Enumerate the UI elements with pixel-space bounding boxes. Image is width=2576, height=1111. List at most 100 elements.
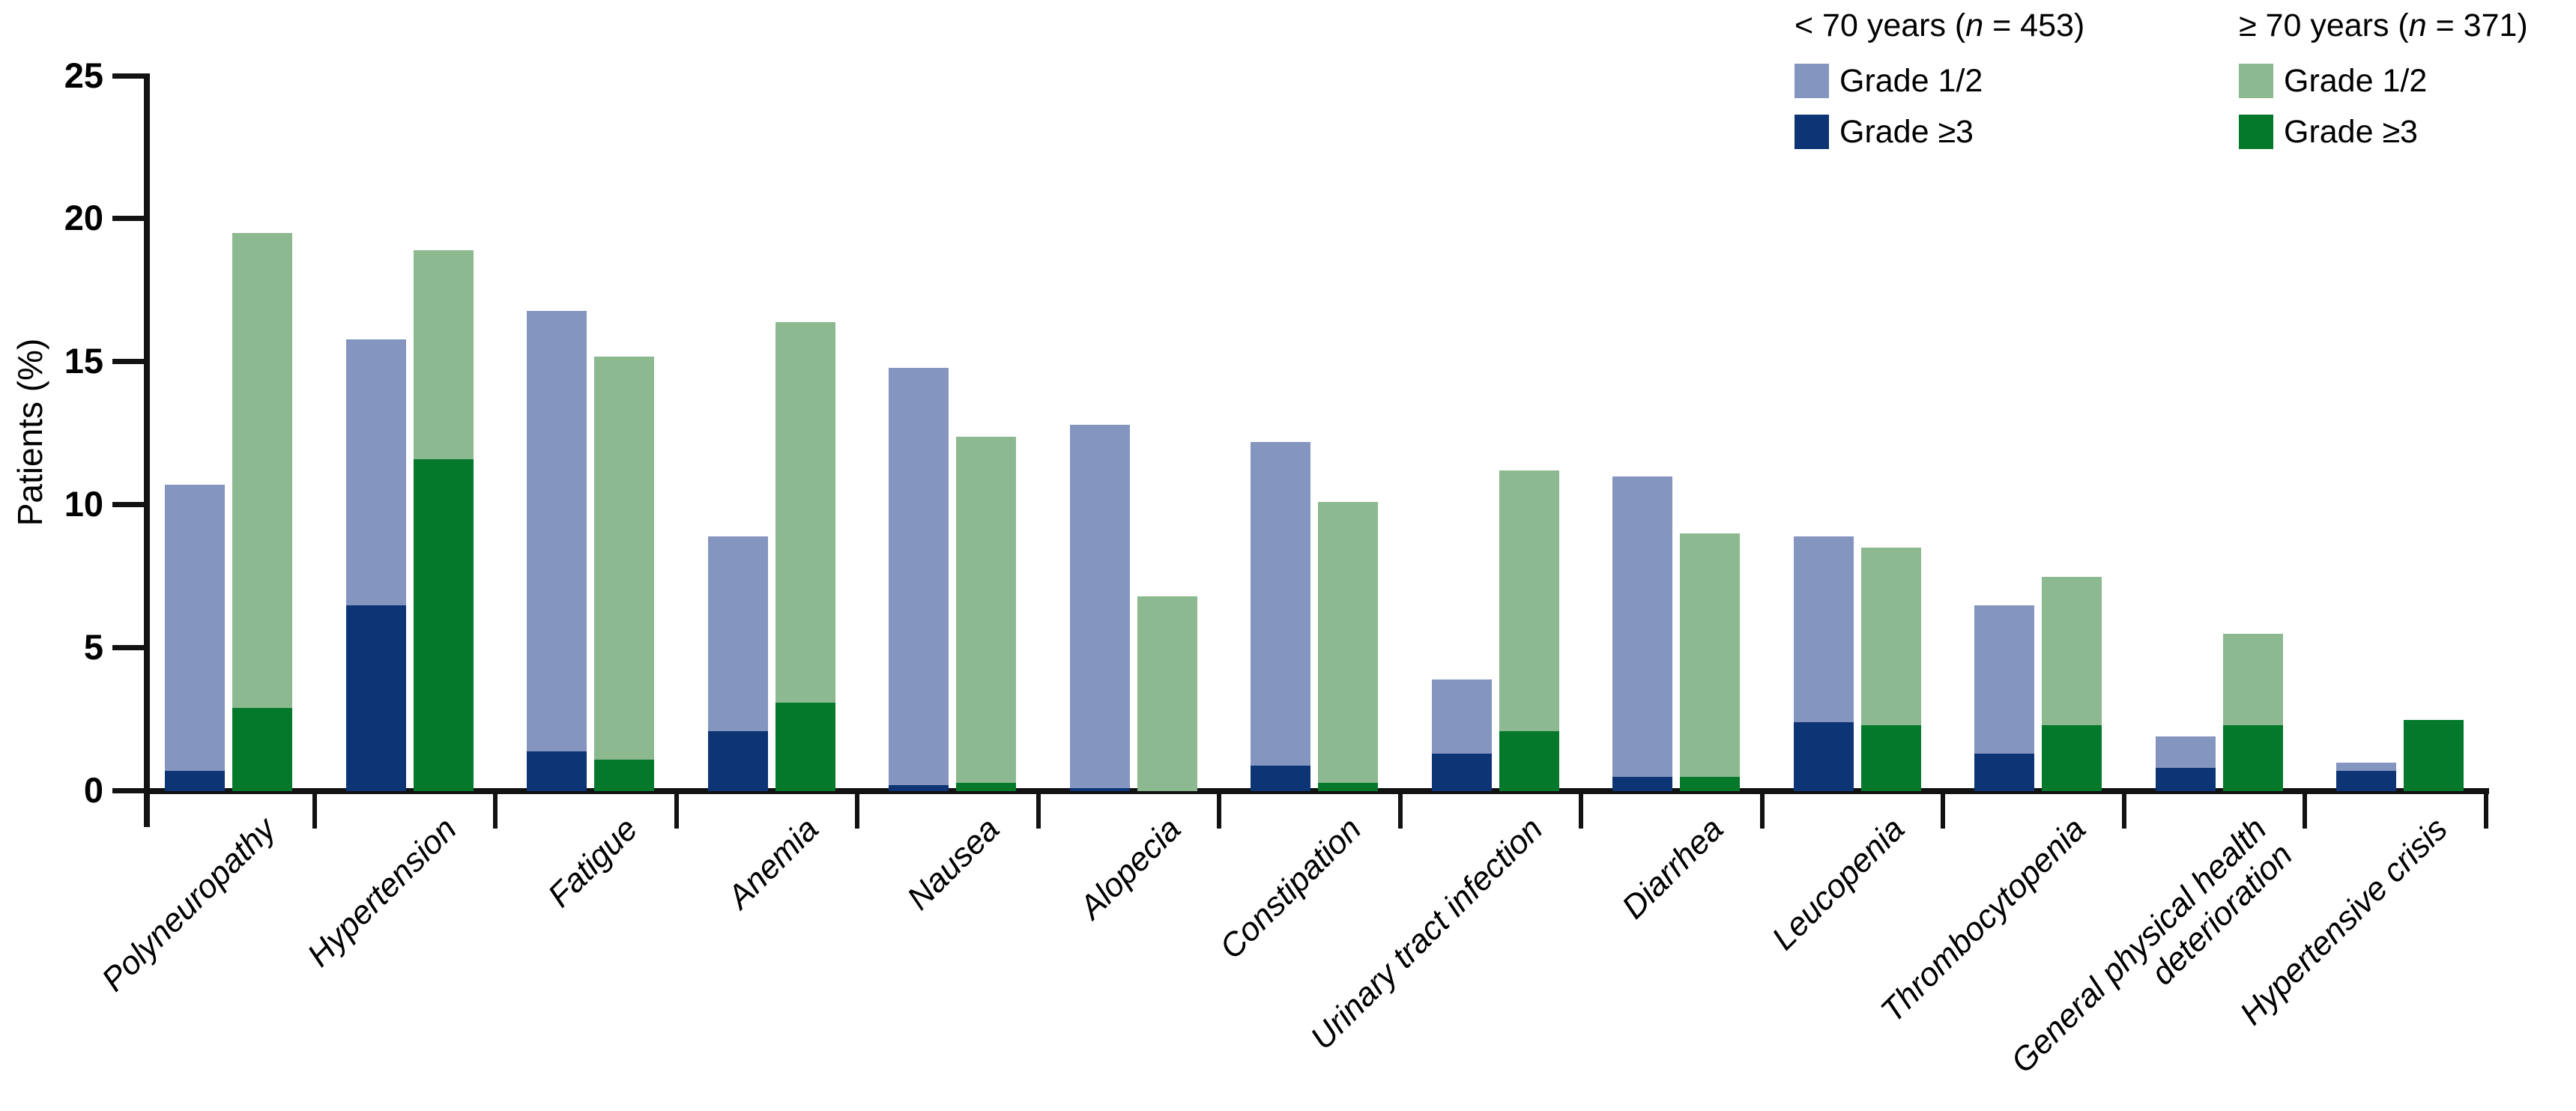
x-category-label: Leucopenia bbox=[1765, 811, 1912, 957]
bar-ge70-grade3-9 bbox=[1860, 725, 1921, 791]
legend-item-label: Grade ≥3 bbox=[1839, 113, 1974, 150]
bar-lt70-grade3-12 bbox=[2336, 771, 2396, 791]
bar-ge70-grade12-5 bbox=[1137, 596, 1197, 791]
legend-title-text: < 70 years ( bbox=[1795, 7, 1966, 43]
x-tick bbox=[674, 794, 679, 829]
bar-ge70-grade12-8 bbox=[1680, 533, 1740, 777]
bar-lt70-grade3-10 bbox=[1974, 754, 2034, 791]
bar-ge70-grade3-8 bbox=[1680, 776, 1740, 791]
bar-ge70-grade12-3 bbox=[775, 321, 835, 703]
x-tick bbox=[1217, 794, 1221, 829]
bar-lt70-grade12-7 bbox=[1431, 679, 1492, 754]
y-tick bbox=[112, 788, 150, 793]
x-axis-line bbox=[144, 788, 2489, 794]
y-tick bbox=[112, 216, 150, 222]
bar-lt70-grade12-10 bbox=[1974, 605, 2034, 754]
y-axis-title: Patients (%) bbox=[10, 338, 49, 527]
x-tick bbox=[1759, 794, 1765, 829]
x-tick bbox=[2121, 794, 2126, 829]
bar-lt70-grade3-7 bbox=[1431, 754, 1492, 791]
bar-lt70-grade12-1 bbox=[345, 339, 406, 605]
legend-item: Grade 1/2 bbox=[2239, 62, 2528, 100]
x-tick bbox=[312, 794, 317, 829]
bar-ge70-grade3-6 bbox=[1318, 782, 1378, 791]
x-category-label: Constipation bbox=[1213, 811, 1369, 966]
y-tick-label: 15 bbox=[64, 341, 103, 381]
bar-lt70-grade12-12 bbox=[2336, 762, 2396, 772]
legend-title-text: = 453) bbox=[1983, 7, 2085, 43]
bar-lt70-grade3-8 bbox=[1612, 776, 1672, 791]
x-tick bbox=[2303, 794, 2307, 829]
legend-title-n: n bbox=[1965, 7, 1984, 43]
bar-ge70-grade3-10 bbox=[2042, 725, 2102, 791]
bar-lt70-grade3-6 bbox=[1251, 765, 1310, 791]
legend-title-ge70: ≥ 70 years (n = 371) bbox=[2239, 7, 2528, 44]
bar-lt70-grade12-0 bbox=[165, 485, 225, 772]
legend-title-lt70: < 70 years (n = 453) bbox=[1795, 7, 2084, 44]
legend-title-n: n bbox=[2408, 7, 2427, 43]
bar-lt70-grade3-2 bbox=[527, 751, 587, 791]
bar-lt70-grade3-0 bbox=[165, 771, 225, 791]
y-axis-line bbox=[144, 73, 150, 827]
bar-ge70-grade12-2 bbox=[594, 356, 654, 760]
bar-ge70-grade12-7 bbox=[1499, 470, 1559, 731]
legend-item: Grade ≥3 bbox=[1795, 113, 2084, 151]
bar-ge70-grade3-12 bbox=[2404, 719, 2464, 791]
legend-swatch-lt70-grade12 bbox=[1795, 64, 1829, 98]
x-tick bbox=[1397, 794, 1403, 829]
bar-ge70-grade12-0 bbox=[232, 233, 292, 709]
x-category-label: Hypertension bbox=[300, 811, 465, 974]
bar-lt70-grade12-11 bbox=[2155, 736, 2216, 769]
bar-lt70-grade12-8 bbox=[1612, 476, 1672, 777]
bar-lt70-grade3-5 bbox=[1069, 788, 1130, 791]
bar-ge70-grade12-1 bbox=[413, 250, 474, 460]
x-tick bbox=[1579, 794, 1583, 829]
legend-item: Grade ≥3 bbox=[2239, 113, 2528, 151]
y-tick bbox=[112, 73, 150, 79]
x-category-label: Nausea bbox=[900, 811, 1007, 917]
bar-ge70-grade12-10 bbox=[2042, 576, 2102, 726]
bar-ge70-grade12-9 bbox=[1860, 548, 1921, 726]
bar-ge70-grade3-0 bbox=[232, 708, 292, 791]
bar-ge70-grade12-4 bbox=[956, 436, 1016, 783]
bar-lt70-grade3-11 bbox=[2155, 768, 2216, 791]
y-tick-label: 5 bbox=[83, 627, 103, 667]
bar-lt70-grade12-4 bbox=[889, 367, 949, 786]
y-tick-label: 25 bbox=[64, 55, 103, 95]
legend-item: Grade 1/2 bbox=[1795, 62, 2084, 100]
x-tick bbox=[1035, 794, 1041, 829]
x-category-label: Diarrhea bbox=[1615, 811, 1731, 926]
legend-title-text: = 371) bbox=[2426, 7, 2528, 43]
bar-ge70-grade3-1 bbox=[413, 459, 474, 791]
x-category-label: Anemia bbox=[721, 811, 826, 916]
legend-item-label: Grade ≥3 bbox=[2284, 113, 2418, 150]
bar-lt70-grade3-3 bbox=[707, 730, 768, 791]
y-tick-label: 0 bbox=[83, 770, 103, 810]
bar-lt70-grade3-1 bbox=[345, 605, 406, 791]
bar-ge70-grade12-11 bbox=[2222, 634, 2283, 726]
bar-lt70-grade3-9 bbox=[1793, 722, 1854, 791]
y-tick-label: 20 bbox=[64, 198, 103, 238]
legend-column-ge70: ≥ 70 years (n = 371) Grade 1/2 Grade ≥3 bbox=[2239, 7, 2528, 164]
x-tick bbox=[855, 794, 859, 829]
x-category-label: Thrombocytopenia bbox=[1873, 811, 2093, 1030]
legend-title-text: ≥ 70 years ( bbox=[2239, 7, 2409, 43]
y-tick bbox=[112, 645, 150, 651]
bar-ge70-grade3-4 bbox=[956, 782, 1016, 791]
legend-swatch-ge70-grade12 bbox=[2239, 64, 2273, 98]
legend-swatch-ge70-grade3 bbox=[2239, 115, 2273, 149]
bar-ge70-grade3-7 bbox=[1499, 730, 1559, 791]
bar-ge70-grade3-3 bbox=[775, 702, 835, 791]
y-tick bbox=[112, 502, 150, 508]
legend-item-label: Grade 1/2 bbox=[2284, 62, 2428, 99]
bar-lt70-grade12-3 bbox=[707, 536, 768, 731]
legend-swatch-lt70-grade3 bbox=[1795, 115, 1829, 149]
bar-lt70-grade12-9 bbox=[1793, 536, 1854, 723]
bar-lt70-grade3-4 bbox=[889, 785, 949, 791]
legend-item-label: Grade 1/2 bbox=[1839, 62, 1983, 99]
bar-lt70-grade12-5 bbox=[1069, 425, 1130, 789]
bar-ge70-grade3-11 bbox=[2222, 725, 2283, 791]
bar-ge70-grade12-6 bbox=[1318, 502, 1378, 783]
y-tick-label: 10 bbox=[64, 484, 103, 524]
bar-lt70-grade12-6 bbox=[1251, 442, 1310, 766]
